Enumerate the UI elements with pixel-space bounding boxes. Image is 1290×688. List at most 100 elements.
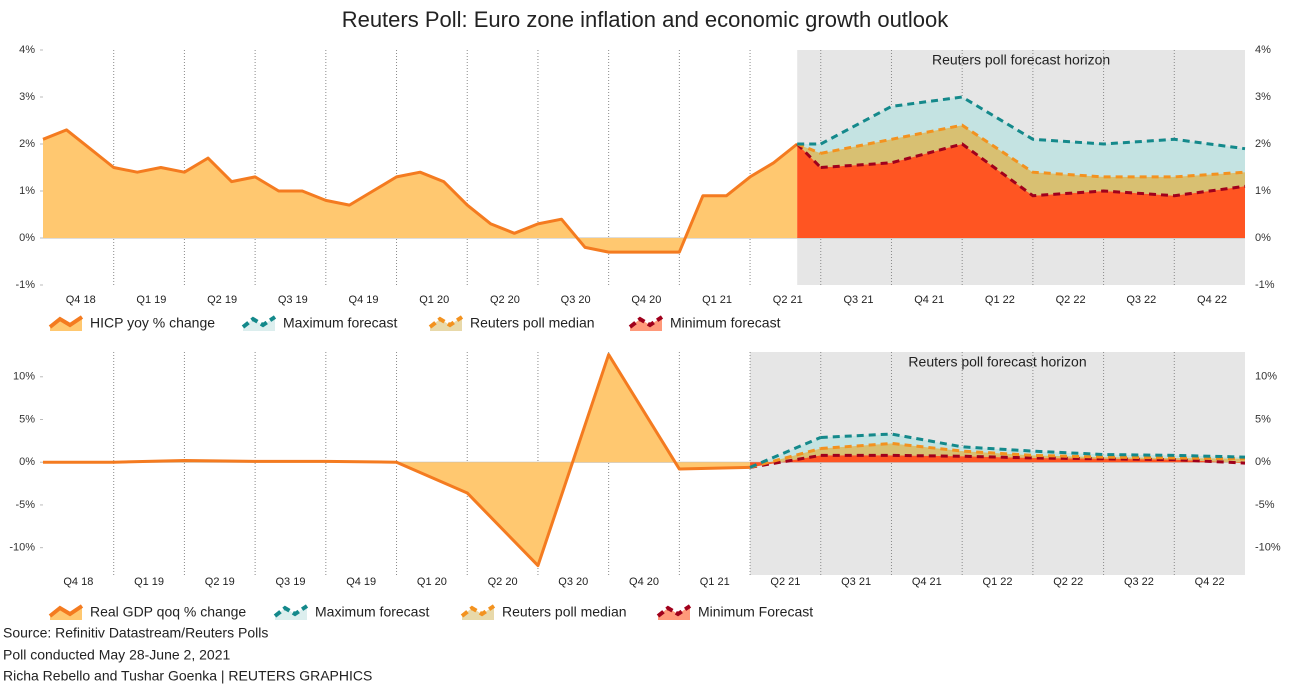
forecast-connector (796, 142, 822, 169)
y-tick-label: -5% (15, 499, 35, 511)
forecast-line (820, 123, 1246, 179)
legend-swatch (630, 317, 662, 331)
x-tick-label: Q4 19 (346, 576, 376, 588)
x-tick-label: Q3 21 (841, 576, 871, 588)
footnote: Poll conducted May 28-June 2, 2021 (3, 647, 230, 663)
x-tick-label: Q2 19 (205, 576, 235, 588)
x-tick-label: Q1 20 (419, 294, 449, 306)
legend-label: Minimum forecast (670, 315, 781, 331)
actual-line (42, 128, 799, 254)
legend-label: Maximum forecast (315, 604, 429, 620)
x-tick-label: Q2 20 (490, 294, 520, 306)
x-tick-label: Q1 22 (983, 576, 1013, 588)
legend-label: Maximum forecast (283, 315, 397, 331)
x-tick-label: Q4 22 (1195, 576, 1225, 588)
legend-label: HICP yoy % change (90, 315, 215, 331)
y-tick-label: 5% (19, 413, 35, 425)
legend-swatch (658, 606, 690, 620)
y-tick-label: 10% (13, 371, 35, 383)
x-tick-label: Q4 20 (631, 294, 661, 306)
x-tick-label: Q3 19 (278, 294, 308, 306)
forecast-connector (796, 142, 822, 155)
forecast-band (750, 455, 1245, 468)
forecast-band (750, 434, 1245, 468)
forecast-line (820, 432, 1246, 459)
y-tick-label: 1% (1255, 185, 1271, 197)
legend-label: Reuters poll median (470, 315, 595, 331)
actual-line (43, 353, 751, 568)
footnote: Richa Rebello and Tushar Goenka | REUTER… (3, 668, 372, 684)
legend-label: Reuters poll median (502, 604, 627, 620)
forecast-band (797, 144, 1245, 238)
x-tick-label: Q1 19 (134, 576, 164, 588)
x-tick-label: Q2 22 (1056, 294, 1086, 306)
legend-line (428, 315, 464, 329)
forecast-connector (749, 447, 822, 469)
y-tick-label: 0% (1255, 232, 1271, 244)
legend-label: Real GDP qoq % change (90, 604, 246, 620)
forecast-band (797, 97, 1245, 177)
x-tick-label: Q3 20 (561, 294, 591, 306)
x-tick-label: Q3 22 (1126, 294, 1156, 306)
legend-label: Minimum Forecast (698, 604, 813, 620)
annotation: Reuters poll forecast horizon (908, 354, 1086, 370)
x-tick-label: Q2 21 (770, 576, 800, 588)
y-tick-label: 0% (19, 456, 35, 468)
x-tick-label: Q4 18 (66, 294, 96, 306)
forecast-line (820, 453, 1246, 465)
x-tick-label: Q2 22 (1053, 576, 1083, 588)
legend-swatch (275, 606, 307, 620)
legend-line (628, 315, 664, 329)
x-tick-label: Q1 19 (136, 294, 166, 306)
x-tick-label: Q2 19 (207, 294, 237, 306)
actual-area (43, 129, 798, 253)
x-tick-label: Q2 21 (773, 294, 803, 306)
legend-line (656, 604, 692, 618)
x-tick-label: Q4 20 (629, 576, 659, 588)
x-tick-label: Q4 18 (63, 576, 93, 588)
forecast-line (820, 441, 1246, 461)
legend-line (273, 604, 309, 618)
y-tick-label: -1% (1255, 279, 1275, 291)
page-title: Reuters Poll: Euro zone inflation and ec… (342, 7, 950, 32)
y-tick-label: 4% (19, 44, 35, 56)
footnote: Source: Refinitiv Datastream/Reuters Pol… (3, 625, 268, 641)
x-tick-label: Q3 21 (843, 294, 873, 306)
forecast-connector (749, 436, 822, 469)
x-tick-label: Q1 20 (417, 576, 447, 588)
x-tick-label: Q1 22 (985, 294, 1015, 306)
legend-swatch (462, 606, 494, 620)
forecast-line (820, 95, 1246, 151)
y-tick-label: 2% (1255, 138, 1271, 150)
x-tick-label: Q4 21 (912, 576, 942, 588)
y-tick-label: 3% (1255, 91, 1271, 103)
actual-area (43, 354, 751, 566)
legend-swatch (243, 317, 275, 331)
legend-line (460, 604, 496, 618)
x-tick-label: Q1 21 (702, 294, 732, 306)
y-tick-label: 1% (19, 185, 35, 197)
forecast-band (750, 443, 1245, 468)
y-tick-label: 0% (19, 232, 35, 244)
x-tick-label: Q4 22 (1197, 294, 1227, 306)
x-tick-label: Q4 19 (349, 294, 379, 306)
x-tick-label: Q3 22 (1124, 576, 1154, 588)
x-tick-label: Q1 21 (700, 576, 730, 588)
x-tick-label: Q3 20 (558, 576, 588, 588)
y-tick-label: 4% (1255, 44, 1271, 56)
y-tick-label: 3% (19, 91, 35, 103)
y-tick-label: 2% (19, 138, 35, 150)
legend-swatch (430, 317, 462, 331)
annotation: Reuters poll forecast horizon (932, 52, 1110, 68)
forecast-region (750, 352, 1245, 575)
y-tick-label: 0% (1255, 456, 1271, 468)
legend-line (241, 315, 277, 329)
y-tick-label: 5% (1255, 413, 1271, 425)
x-tick-label: Q2 20 (488, 576, 518, 588)
y-tick-label: -5% (1255, 499, 1275, 511)
y-tick-label: -10% (9, 542, 35, 554)
x-tick-label: Q3 19 (275, 576, 305, 588)
y-tick-label: 10% (1255, 371, 1277, 383)
y-tick-label: -1% (15, 279, 35, 291)
legend-line (48, 604, 84, 618)
